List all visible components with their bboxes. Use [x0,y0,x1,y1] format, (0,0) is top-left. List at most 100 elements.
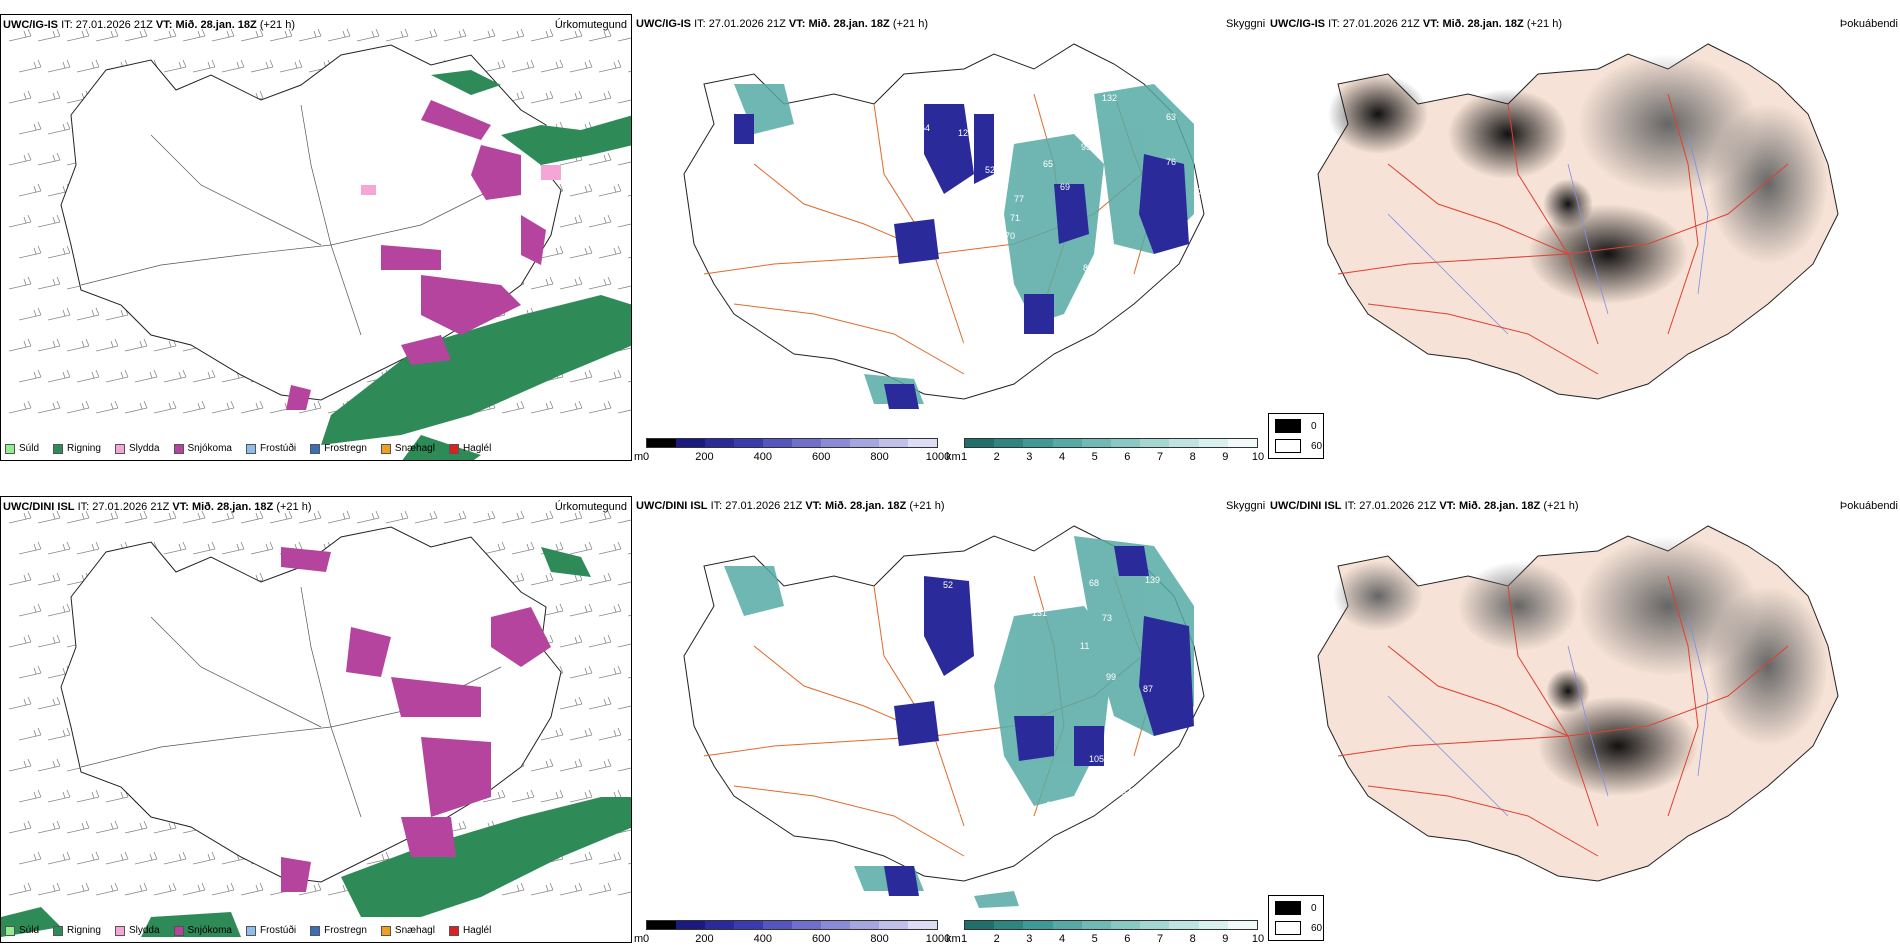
visibility-value-label: 103 [964,845,979,855]
wind-barb [588,28,612,42]
wind-barb [182,510,206,524]
visibility-value-label: 73 [1137,369,1147,379]
wind-barb [598,727,622,741]
visibility-panel-top: 142 133 63 70 95 121 80 65 55 52 81 118 109 69 136 64 95… [634,14,1266,461]
visibility-value-label: 52 [985,165,995,175]
colorbar-swatch [821,921,850,929]
colorbar-swatch [1198,921,1228,929]
fog-index-panel-top: UWC/IG-IS IT: 27.01.2026 21Z VT: Mið. 28… [1268,14,1900,461]
wind-barb [627,614,631,617]
legend-item-hail: Haglél [448,443,491,454]
colorbar-tick-label: 4 [1058,451,1066,461]
precip-legend: Súld Rigning Slydda Snjókoma Frostúði Fr… [5,443,491,454]
wind-barb [627,256,631,259]
colorbar-tick-label: 2 [993,933,1000,943]
visibility-value-label: 121 [930,375,945,385]
wind-barb [598,369,622,383]
wind-barb [105,851,129,865]
wind-barb [37,338,61,352]
wind-barb [617,581,631,586]
wind-barb [569,541,593,555]
visibility-value-label: 65 [1043,159,1053,169]
wind-barb [617,705,631,710]
wind-barb [240,882,264,896]
visibility-value-label: 118 [951,341,965,351]
colorbar-swatch [763,921,792,929]
wind-barb [8,882,32,896]
colorbar-tick-label: 200 [695,933,714,943]
wind-barb [124,338,148,352]
visibility-value-label: 81 [903,355,913,365]
wind-barb [559,510,583,524]
wind-barb [192,851,216,865]
wind-barb [569,369,593,383]
wind-barb [588,214,612,228]
wind-barb [617,519,631,524]
wind-barb [18,369,42,383]
wind-barb [482,789,506,803]
wind-barb [385,510,409,524]
wind-barb [617,767,631,772]
wind-barb [124,820,148,834]
panel-header: UWC/DINI ISL IT: 27.01.2026 21Z VT: Mið.… [1270,500,1579,512]
visibility-value-label: 11 [1080,641,1089,651]
colorbar-tick-label: 400 [753,451,772,461]
wind-barb [221,541,245,555]
fog-legend-top: 0 60 [1268,413,1324,459]
visibility-blue-areas [884,546,1194,896]
colorbar-tick-label: 7 [1156,933,1164,943]
legend-item-rain: Rigning [53,925,101,936]
wind-barb [559,90,583,104]
visibility-map-top: 142 133 63 70 95 121 80 65 55 52 81 118 109 69 136 64 95… [683,43,1208,409]
wind-barb [47,603,71,617]
wind-barb [18,183,42,197]
wind-barb [37,28,61,42]
wind-barb [559,28,583,42]
visibility-value-label: 63 [1166,112,1176,122]
wind-barb [385,28,409,42]
wind-barb [598,665,622,679]
colorbar-swatch [1081,921,1112,929]
height-colorbar-swatches [646,438,938,448]
colorbar-tick-label: 6 [1124,451,1131,461]
legend-item-sleet: Slydda [114,443,160,454]
wind-barb [192,541,216,555]
wind-barb [66,510,90,524]
wind-barb [163,59,187,73]
precip-type-panel-bottom: UWC/DINI ISL IT: 27.01.2026 21Z VT: Mið.… [0,496,632,943]
wind-barb [617,37,631,42]
wind-barb [617,643,631,648]
wind-barb [617,99,631,104]
colorbar-tick-label: 9 [1222,933,1229,943]
wind-barb [588,152,612,166]
visibility-colorbar: km 1 2 3 4 5 6 7 8 9 10 [946,438,1266,461]
colorbar-tick-label: 5 [1091,933,1098,943]
colorbar-swatch [965,439,995,447]
wind-barb [37,882,61,896]
wind-barb [47,59,71,73]
rivers [1387,615,1709,817]
wind-barb [8,28,32,42]
rain-areas [321,70,631,460]
wind-barb [588,400,612,414]
wind-barb [95,510,119,524]
colorbar-swatch [1227,439,1258,447]
visibility-value-label: 133 [915,196,930,206]
wind-barb [559,634,583,648]
wind-barb [47,369,71,383]
wind-barb [8,572,32,586]
wind-barb [588,758,612,772]
wind-barb [627,194,631,197]
wind-barb [598,245,622,259]
wind-barb [105,789,129,803]
visibility-value-label: 100 [1103,261,1118,271]
wind-barb [279,59,303,73]
panel-title: Þokuábendi [1839,500,1898,512]
visibility-value-label: 60 [919,645,929,655]
snow-areas [281,547,551,892]
colorbar-swatch [908,921,937,929]
visibility-value-label: 84 [1011,326,1021,336]
visibility-value-label: 61 [989,567,999,577]
wind-barb [37,634,61,648]
wind-barb [298,400,322,414]
